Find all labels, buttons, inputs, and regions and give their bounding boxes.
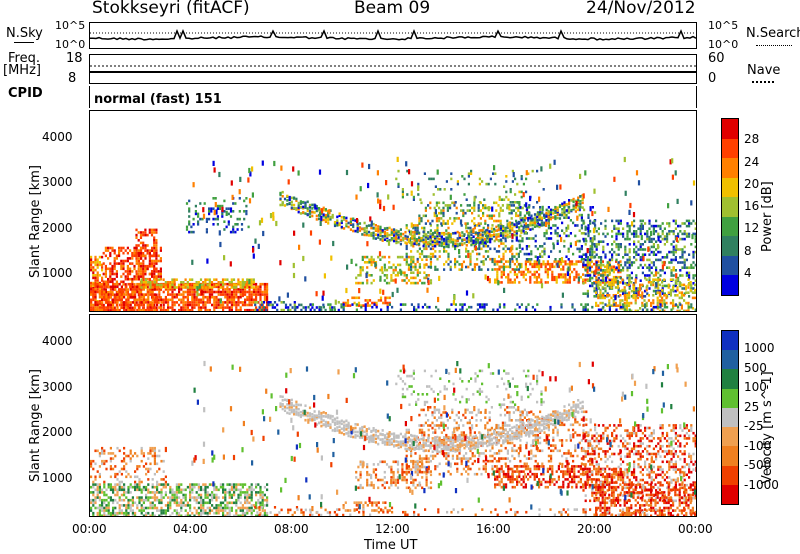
velocity-colorbar-segment: [722, 388, 738, 408]
time-ut-label: Time UT: [364, 538, 418, 553]
velocity-ytick: 2000: [42, 425, 73, 440]
velocity-colorbar-tick: 100: [744, 380, 767, 395]
velocity-colorbar-tick: -100: [744, 438, 772, 453]
date-title: 24/Nov/2012: [586, 0, 696, 18]
power-colorbar-label: Power [dB]: [760, 181, 775, 252]
power-colorbar-segment: [722, 177, 738, 198]
velocity-colorbar-segment: [722, 484, 738, 504]
power-colorbar-segment: [722, 119, 738, 139]
power-colorbar-segment: [722, 236, 738, 256]
nsearch-legend-line: [756, 45, 792, 46]
xtick-label: 04:00: [173, 522, 208, 536]
cpid-value: normal (fast) 151: [94, 92, 222, 107]
nsky-legend-line: [14, 42, 34, 43]
freq-tick-top: 18: [66, 51, 83, 66]
velocity-colorbar-tick: -1000: [744, 477, 779, 492]
power-colorbar-segment: [722, 197, 738, 217]
velocity-colorbar-segment: [722, 465, 738, 485]
nsearch-tick-bottom: 10^0: [708, 38, 739, 51]
velocity-colorbar-tick: 1000: [744, 341, 775, 356]
velocity-colorbar-tick: 500: [744, 360, 767, 375]
freq-strip: [89, 54, 697, 84]
nsearch-tick-top: 10^5: [708, 19, 739, 32]
power-ytick: 4000: [42, 130, 73, 145]
xtick-label: 08:00: [274, 522, 309, 536]
velocity-colorbar-segment: [722, 427, 738, 447]
nave-tick-bottom: 0: [708, 71, 717, 86]
xtick-label: 20:00: [577, 522, 612, 536]
velocity-ytick: 3000: [42, 379, 73, 394]
power-cells: [90, 156, 696, 311]
power-colorbar-tick: 20: [744, 176, 760, 191]
power-colorbar-tick: 4: [744, 265, 752, 280]
nsky-label: N.Sky: [6, 26, 43, 41]
nsky-strip: [89, 22, 697, 49]
xtick-label: 12:00: [375, 522, 410, 536]
nsky-tick-bottom: 10^0: [55, 38, 86, 51]
velocity-colorbar-tick: -25: [744, 419, 764, 434]
velocity-colorbar-tick: -500: [744, 458, 772, 473]
power-colorbar-tick: 12: [744, 221, 760, 236]
beam-title: Beam 09: [354, 0, 431, 18]
nave-legend-line: [752, 81, 774, 83]
velocity-colorbar-label-text: Velocity [m s^-1]: [760, 371, 775, 484]
nave-tick-top: 60: [708, 51, 725, 66]
power-colorbar-segment: [722, 158, 738, 178]
cpid-right-line: [696, 86, 697, 108]
power-colorbar-segment: [722, 255, 738, 276]
power-colorbar-tick: 16: [744, 199, 760, 213]
velocity-heatmap: [90, 360, 696, 516]
xtick-label: 16:00: [476, 522, 511, 536]
velocity-colorbar-segment: [722, 350, 738, 370]
power-colorbar-segment: [722, 138, 738, 159]
nsearch-label: N.Search: [746, 26, 800, 41]
power-colorbar: [721, 118, 739, 296]
velocity-cells: [90, 360, 696, 516]
freq-unit-label: [MHz]: [3, 63, 41, 78]
velocity-colorbar-segment: [722, 446, 738, 466]
nsky-tick-top: 10^5: [55, 19, 86, 32]
xtick-label: 00:00: [72, 522, 107, 536]
cpid-label: CPID: [8, 86, 43, 101]
velocity-colorbar-segment: [722, 369, 738, 389]
xtick-label: 00:00: [678, 522, 713, 536]
power-ylabel: Slant Range [km]: [28, 165, 43, 278]
nsky-trace: [90, 28, 696, 41]
cpid-left-line: [89, 86, 90, 108]
power-colorbar-segment: [722, 216, 738, 237]
velocity-ytick: 4000: [42, 334, 73, 349]
power-ytick: 2000: [42, 220, 73, 235]
velocity-panel: [89, 314, 697, 517]
velocity-colorbar-tick: 25: [744, 399, 760, 414]
velocity-ytick: 1000: [42, 470, 73, 485]
power-colorbar-tick: 24: [744, 154, 760, 169]
power-colorbar-segment: [722, 275, 738, 295]
velocity-colorbar-segment: [722, 331, 738, 351]
nsky-line: [90, 28, 696, 41]
station-title: Stokkseyri (fitACF): [92, 0, 250, 18]
power-colorbar-tick: 8: [744, 243, 752, 258]
power-heatmap: [90, 156, 696, 311]
freq-tick-bottom: 8: [68, 71, 77, 86]
freq-label: Freq.: [8, 51, 40, 66]
velocity-colorbar: [721, 330, 739, 505]
velocity-colorbar-label: Velocity [m s^-1]: [760, 371, 775, 484]
velocity-colorbar-segment: [722, 407, 738, 428]
power-colorbar-tick: 28: [744, 132, 760, 147]
velocity-ylabel: Slant Range [km]: [28, 369, 43, 482]
freq-trace: [90, 65, 696, 73]
power-panel: [89, 110, 697, 312]
power-ytick: 1000: [42, 265, 73, 280]
nave-label: Nave: [747, 63, 781, 78]
power-ytick: 3000: [42, 175, 73, 190]
